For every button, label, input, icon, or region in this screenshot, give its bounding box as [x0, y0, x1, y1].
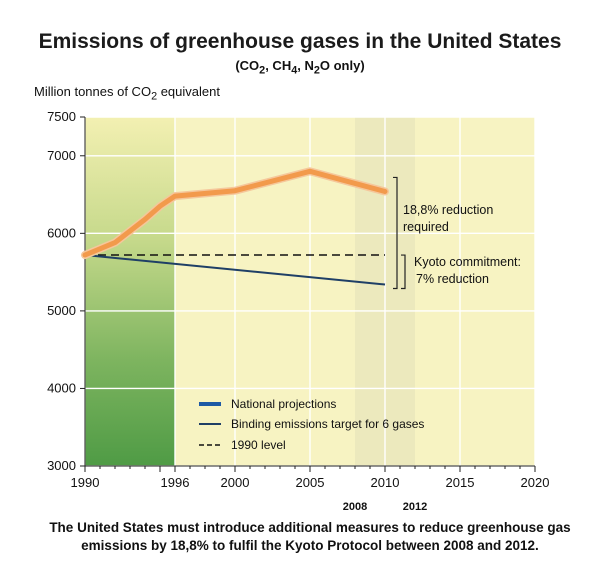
- y-tick-label: 7500: [47, 109, 76, 124]
- series-national-projections: [82, 168, 388, 258]
- legend-label: National projections: [231, 397, 336, 411]
- y-axis-label: Million tonnes of CO2 equivalent: [34, 84, 220, 103]
- y-tick-label: 7000: [47, 148, 76, 163]
- annotation-text: required: [403, 220, 449, 234]
- baseline-period-band: [85, 117, 175, 466]
- y-tick-label: 6000: [47, 225, 76, 240]
- legend-label: 1990 level: [231, 438, 286, 452]
- y-tick-label: 5000: [47, 303, 76, 318]
- x-tick-label: 2020: [521, 475, 550, 490]
- annotation-text: Kyoto commitment:: [414, 255, 521, 269]
- x-tick-label: 1990: [71, 475, 100, 490]
- x-tick-label: 2015: [446, 475, 475, 490]
- y-tick-label: 4000: [47, 380, 76, 395]
- x-tick-label: 1996: [161, 475, 190, 490]
- x-tick-label: 2005: [296, 475, 325, 490]
- y-tick-label: 3000: [47, 458, 76, 473]
- chart-subtitle: (CO2, CH4, N2O only): [235, 58, 365, 77]
- x-tick-label: 2000: [221, 475, 250, 490]
- annotation-text: 18,8% reduction: [403, 203, 493, 217]
- kyoto-bracket: [401, 254, 406, 290]
- period-tick-label: 2012: [403, 501, 427, 513]
- x-tick-label: 2010: [371, 475, 400, 490]
- legend-label: Binding emissions target for 6 gases: [231, 417, 424, 431]
- reduction-bracket: [393, 176, 398, 290]
- annotation-text: 7% reduction: [416, 272, 489, 286]
- period-tick-label: 2008: [343, 501, 367, 513]
- footer-note: The United States must introduce additio…: [49, 520, 571, 553]
- series-binding-target: [84, 254, 386, 286]
- chart-title: Emissions of greenhouse gases in the Uni…: [38, 30, 562, 53]
